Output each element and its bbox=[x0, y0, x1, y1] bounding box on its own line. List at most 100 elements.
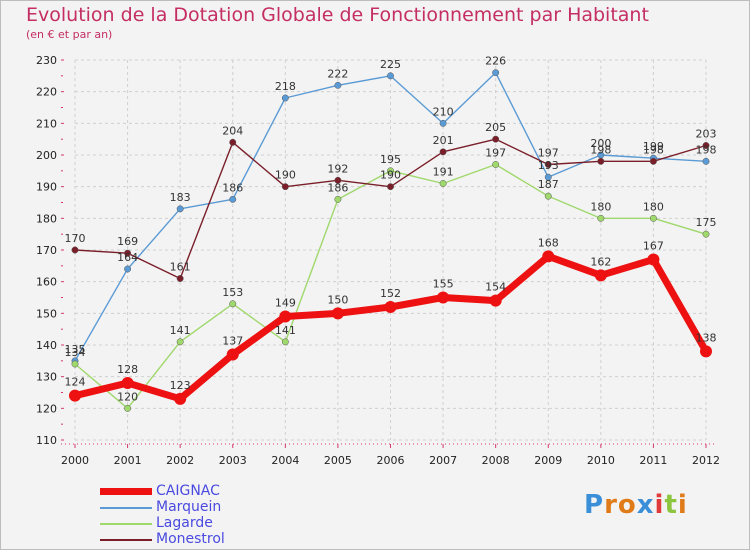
data-point-marquein bbox=[544, 173, 552, 181]
data-point-lagarde bbox=[702, 230, 710, 238]
data-point-lagarde bbox=[229, 300, 237, 308]
data-label-caignac: 152 bbox=[380, 287, 401, 300]
y-tick-label: 170 bbox=[36, 244, 57, 257]
data-label-caignac: 167 bbox=[643, 240, 664, 253]
data-point-caignac bbox=[226, 348, 239, 361]
x-tick-label: 2011 bbox=[639, 454, 667, 467]
data-label-monestrol: 203 bbox=[696, 128, 717, 141]
x-tick-label: 2010 bbox=[587, 454, 615, 467]
data-point-marquein bbox=[492, 69, 500, 77]
y-tick-label: 220 bbox=[36, 86, 57, 99]
y-tick-label: 130 bbox=[36, 371, 57, 384]
grid bbox=[74, 59, 707, 441]
data-point-lagarde bbox=[544, 192, 552, 200]
data-label-monestrol: 197 bbox=[538, 147, 559, 160]
data-point-caignac bbox=[174, 392, 187, 405]
data-label-lagarde: 141 bbox=[275, 324, 296, 337]
data-label-lagarde: 195 bbox=[380, 153, 401, 166]
data-label-marquein: 200 bbox=[590, 137, 611, 150]
data-point-monestrol bbox=[71, 246, 79, 254]
data-point-lagarde bbox=[439, 180, 447, 187]
data-point-marquein bbox=[124, 265, 132, 273]
data-label-marquein: 164 bbox=[117, 251, 138, 264]
y-tick-label: 200 bbox=[36, 149, 57, 162]
x-tick-label: 2004 bbox=[271, 454, 299, 467]
data-point-caignac bbox=[384, 301, 397, 313]
logo-letter: o bbox=[617, 490, 637, 520]
data-point-monestrol bbox=[544, 161, 552, 168]
x-tick-label: 2002 bbox=[166, 454, 194, 467]
data-point-monestrol bbox=[492, 135, 500, 143]
data-label-lagarde: 191 bbox=[433, 166, 454, 179]
data-label-monestrol: 190 bbox=[275, 169, 296, 182]
legend-swatch-marquein bbox=[100, 507, 152, 509]
data-point-marquein bbox=[176, 205, 184, 213]
x-tick-label: 2008 bbox=[482, 454, 510, 467]
y-tick-label: 210 bbox=[36, 117, 57, 130]
data-point-caignac bbox=[331, 307, 344, 320]
logo-letter: r bbox=[604, 490, 618, 520]
data-label-monestrol: 190 bbox=[380, 169, 401, 182]
data-point-lagarde bbox=[492, 161, 500, 168]
data-point-caignac bbox=[121, 377, 134, 389]
data-label-caignac: 138 bbox=[696, 331, 717, 344]
data-point-marquein bbox=[281, 94, 289, 102]
x-tick-label: 2001 bbox=[114, 454, 142, 467]
data-label-monestrol: 198 bbox=[643, 143, 664, 156]
y-tick-label: 150 bbox=[36, 307, 57, 320]
y-tick-label: 140 bbox=[36, 339, 57, 352]
data-point-monestrol bbox=[597, 157, 605, 165]
data-point-monestrol bbox=[702, 142, 710, 149]
data-point-marquein bbox=[702, 157, 710, 165]
data-label-marquein: 226 bbox=[485, 55, 506, 68]
data-point-monestrol bbox=[334, 176, 342, 184]
data-point-lagarde bbox=[124, 404, 132, 412]
logo-letter: P bbox=[584, 490, 605, 520]
data-point-lagarde bbox=[176, 338, 184, 346]
data-point-marquein bbox=[229, 195, 237, 203]
data-point-caignac bbox=[69, 389, 81, 402]
data-point-caignac bbox=[647, 253, 660, 266]
data-label-caignac: 149 bbox=[275, 297, 296, 310]
x-tick-label: 2009 bbox=[534, 454, 562, 467]
data-label-monestrol: 198 bbox=[590, 143, 611, 156]
x-tick-label: 2005 bbox=[324, 454, 352, 467]
data-label-monestrol: 161 bbox=[170, 261, 191, 274]
data-point-monestrol bbox=[439, 148, 447, 156]
data-label-caignac: 137 bbox=[222, 335, 243, 348]
data-label-lagarde: 187 bbox=[538, 178, 559, 191]
data-label-lagarde: 134 bbox=[65, 346, 86, 359]
data-label-monestrol: 169 bbox=[117, 235, 138, 248]
data-point-caignac bbox=[279, 310, 292, 323]
chart-title: Evolution de la Dotation Globale de Fonc… bbox=[26, 4, 649, 26]
data-point-marquein bbox=[334, 81, 342, 89]
x-tick-label: 2003 bbox=[219, 454, 247, 467]
legend-label-lagarde: Lagarde bbox=[156, 515, 213, 531]
legend-swatch-monestrol bbox=[100, 539, 152, 541]
data-point-monestrol bbox=[124, 249, 132, 257]
series bbox=[69, 69, 712, 412]
logo-letter: i bbox=[677, 490, 688, 520]
data-label-lagarde: 153 bbox=[222, 286, 243, 299]
data-point-marquein bbox=[439, 119, 447, 127]
y-tick-label: 110 bbox=[36, 434, 57, 447]
data-label-marquein: 186 bbox=[222, 181, 243, 194]
proxiti-logo: Proxiti bbox=[584, 490, 688, 520]
logo-letter: i bbox=[654, 490, 665, 520]
data-label-lagarde: 180 bbox=[643, 200, 664, 213]
data-point-monestrol bbox=[649, 157, 657, 165]
data-label-monestrol: 204 bbox=[222, 124, 243, 137]
data-label-caignac: 150 bbox=[327, 293, 348, 306]
plot-area bbox=[75, 60, 706, 440]
data-point-lagarde bbox=[649, 214, 657, 222]
legend-swatch-caignac bbox=[100, 488, 152, 495]
data-label-caignac: 128 bbox=[117, 363, 138, 376]
y-tick-label: 160 bbox=[36, 276, 57, 289]
logo-letter: x bbox=[636, 490, 655, 520]
data-label-lagarde: 141 bbox=[170, 324, 191, 337]
legend-label-caignac: CAIGNAC bbox=[156, 483, 220, 499]
data-label-caignac: 154 bbox=[485, 281, 506, 294]
y-tick-label: 230 bbox=[36, 54, 57, 67]
data-point-monestrol bbox=[176, 275, 184, 282]
